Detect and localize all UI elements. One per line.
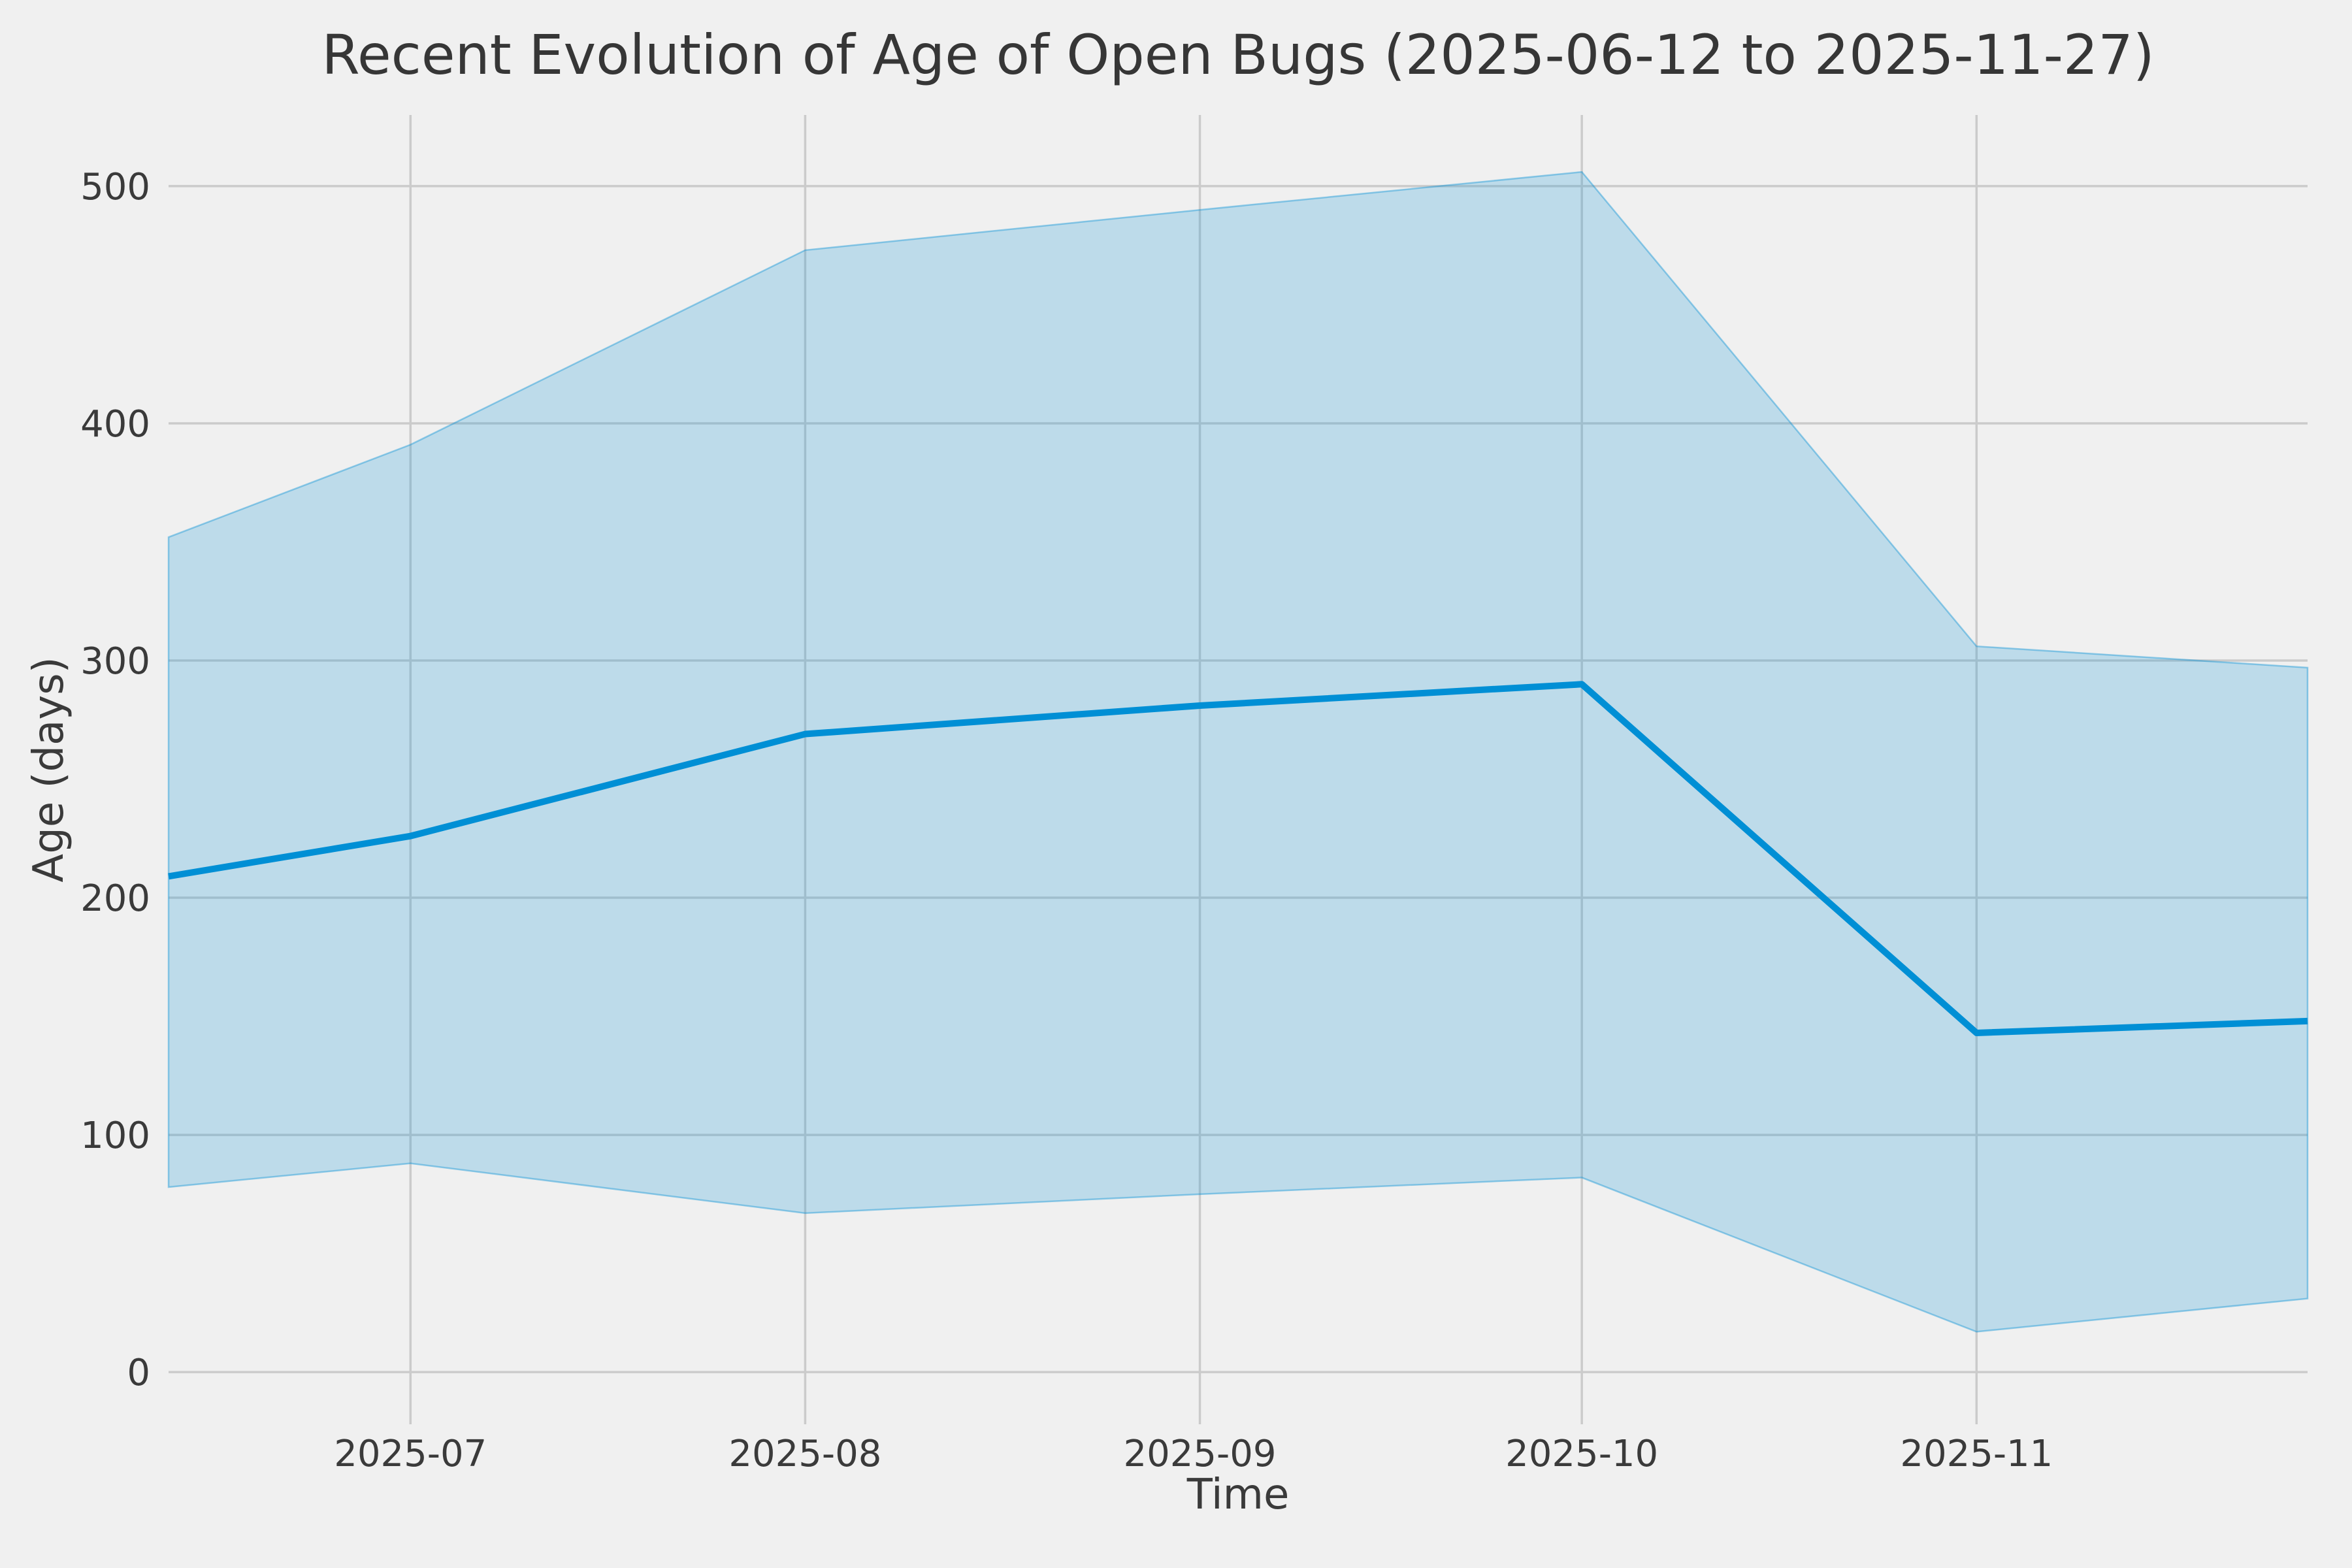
x-tick-label: 2025-09 bbox=[1124, 1433, 1277, 1475]
y-tick-label: 0 bbox=[127, 1352, 150, 1394]
y-tick-label: 100 bbox=[80, 1115, 150, 1157]
x-tick-label: 2025-10 bbox=[1505, 1433, 1658, 1475]
y-tick-label: 200 bbox=[80, 877, 150, 920]
x-axis-label: Time bbox=[1186, 1471, 1290, 1519]
chart-title: Recent Evolution of Age of Open Bugs (20… bbox=[321, 23, 2155, 87]
confidence-band bbox=[167, 171, 2309, 1333]
x-tick-label: 2025-11 bbox=[1900, 1433, 2053, 1475]
y-tick-label: 500 bbox=[80, 166, 150, 208]
trend-line bbox=[168, 681, 2308, 1036]
y-tick-label: 300 bbox=[80, 640, 150, 683]
x-tick-label: 2025-08 bbox=[728, 1433, 881, 1475]
x-tick-label: 2025-07 bbox=[334, 1433, 487, 1475]
y-tick-label: 400 bbox=[80, 403, 150, 446]
